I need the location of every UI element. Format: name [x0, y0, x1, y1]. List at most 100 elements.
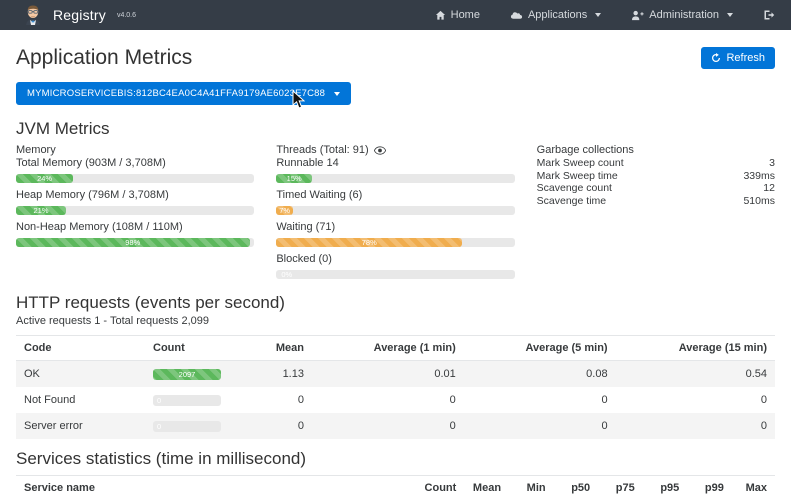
jvm-metric: Total Memory (903M / 3,708M) 24%: [16, 157, 255, 183]
progress-value-label: 7%: [279, 206, 291, 215]
http-col-header: Average (5 min): [463, 335, 616, 361]
progress-value-label: 0%: [281, 270, 293, 279]
http-col-header: Code: [16, 335, 146, 361]
gc-row: Scavenge time 510ms: [537, 195, 775, 208]
jvm-metric: Non-Heap Memory (108M / 110M) 98%: [16, 221, 255, 247]
metric-label: Waiting (71): [276, 221, 336, 233]
main-content: Application Metrics Refresh MYMICROSERVI…: [0, 30, 791, 500]
nav-home[interactable]: Home: [435, 9, 480, 21]
jvm-metric: Blocked (0) 0%: [276, 253, 515, 279]
http-col-header: Count: [145, 335, 237, 361]
gc-label: Scavenge time: [536, 195, 607, 208]
progress-fill: [276, 206, 293, 215]
cloud-icon: [510, 12, 523, 19]
thread-dump-eye-icon[interactable]: [373, 145, 386, 155]
http-value-cell: 0: [601, 394, 608, 406]
progress-value-label: 24%: [37, 174, 53, 183]
gc-row: Scavenge count 12: [537, 182, 775, 195]
brand-name: Registry: [53, 7, 106, 23]
jvm-metric: Timed Waiting (6) 7%: [276, 189, 515, 215]
http-value-cell: 0: [449, 394, 456, 406]
user-plus-icon: [632, 10, 644, 20]
http-value-cell: 0.08: [586, 368, 608, 380]
sign-out-icon: [764, 10, 775, 20]
gc-label: Mark Sweep count: [536, 157, 624, 169]
instance-selector-label: MYMICROSERVICEBIS:812BC4EA0C4A41FFA9179A…: [27, 88, 326, 99]
progress-value-label: 15%: [286, 174, 302, 183]
http-count-cell: 0: [145, 387, 236, 413]
refresh-label: Refresh: [726, 52, 765, 64]
progress-track-jvm: 7%: [276, 206, 515, 215]
services-statistics-title: Services statistics (time in millisecond…: [16, 449, 307, 468]
http-value-cell: 0: [297, 394, 304, 406]
progress-track-jvm: 24%: [16, 174, 255, 183]
http-value-cell: 0: [760, 394, 767, 406]
gc-value: 3: [769, 157, 775, 169]
http-col-header: Mean: [236, 335, 312, 361]
threads-column: Threads (Total: 91) Runnable 14 15% Timed …: [276, 143, 515, 285]
http-count-cell: 2097: [145, 361, 236, 388]
jhipster-logo-icon: [26, 5, 40, 25]
home-icon: [435, 10, 445, 20]
nav-applications-label: Applications: [527, 9, 588, 21]
http-value-cell: 0: [449, 420, 456, 432]
memory-column: Memory Total Memory (903M / 3,708M) 24% He…: [16, 143, 255, 285]
nav-applications[interactable]: Applications: [510, 9, 602, 21]
brand[interactable]: Registry v4.0.6: [22, 3, 136, 27]
http-col-header: Average (1 min): [311, 335, 464, 361]
nav-items: Home Applications Administration: [435, 9, 775, 21]
http-value-cell: 0: [601, 420, 608, 432]
svc-col-header: Count: [416, 475, 465, 500]
refresh-button[interactable]: Refresh: [701, 47, 775, 69]
http-value-cell: 0.01: [434, 368, 456, 380]
caret-down-icon: [334, 91, 341, 96]
progress-fill: [16, 174, 74, 183]
jvm-metric: Runnable 14 15%: [276, 157, 515, 183]
http-requests-subtitle: Active requests 1 - Total requests 2,099: [16, 315, 210, 327]
progress-value-label: 98%: [125, 238, 141, 247]
gc-title: Garbage collections: [536, 144, 634, 156]
metric-label: Blocked (0): [276, 253, 332, 265]
gc-column: Garbage collections Mark Sweep count 3 Mar…: [537, 143, 775, 285]
gc-row: Mark Sweep time 339ms: [537, 170, 775, 183]
jvm-metrics-title: JVM Metrics: [16, 119, 110, 138]
progress-value-label: 78%: [361, 238, 377, 247]
progress-track-jvm: 78%: [276, 238, 515, 247]
svc-col-header: Service name: [16, 475, 417, 500]
svc-col-header: p95: [642, 475, 688, 500]
gc-value: 12: [763, 182, 775, 195]
caret-down-icon: [595, 13, 602, 17]
gc-value: 510ms: [743, 195, 775, 208]
page-title: Application Metrics: [16, 46, 193, 69]
http-value-cell: 0: [760, 420, 767, 432]
progress-track-jvm: 15%: [276, 174, 515, 183]
services-statistics-table: Service name Count Mean Min p50 p75 p95 p99 Max …: [16, 475, 775, 500]
memory-title: Memory: [16, 144, 56, 156]
count-value-label: 0: [157, 395, 162, 405]
svc-col-header: p99: [687, 475, 732, 500]
table-row: OK 2097 1.13 0.01 0.08 0.54: [16, 360, 775, 388]
instance-selector-dropdown[interactable]: MYMICROSERVICEBIS:812BC4EA0C4A41FFA9179A…: [16, 82, 352, 105]
caret-down-icon: [727, 13, 733, 17]
gc-label: Mark Sweep time: [536, 169, 618, 182]
refresh-icon: [712, 53, 721, 62]
http-requests-title: HTTP requests (events per second): [16, 293, 285, 312]
metric-label: Timed Waiting (6): [276, 189, 363, 201]
sign-out-button[interactable]: [763, 9, 775, 21]
svc-col-header: Min: [509, 475, 554, 500]
progress-track-jvm: 98%: [16, 238, 255, 247]
http-code-cell: OK: [24, 368, 40, 380]
threads-title: Threads (Total: 91): [276, 144, 369, 156]
jvm-metric: Heap Memory (796M / 3,708M) 21%: [16, 189, 255, 215]
http-value-cell: 0: [297, 420, 304, 432]
http-code-cell: Not Found: [24, 394, 76, 406]
gc-value: 339ms: [743, 169, 775, 182]
jvm-metrics-grid: Memory Total Memory (903M / 3,708M) 24% He…: [16, 143, 775, 285]
count-bar: 2097: [153, 368, 222, 380]
progress-track-jvm: 21%: [16, 206, 255, 215]
metric-label: Total Memory (903M / 3,708M): [16, 157, 166, 169]
http-count-cell: 0: [145, 413, 236, 439]
nav-administration[interactable]: Administration: [631, 9, 733, 21]
navbar: Registry v4.0.6 Home Applications Admini…: [0, 0, 791, 30]
table-row: Not Found 0 0 0 0 0: [16, 387, 775, 413]
